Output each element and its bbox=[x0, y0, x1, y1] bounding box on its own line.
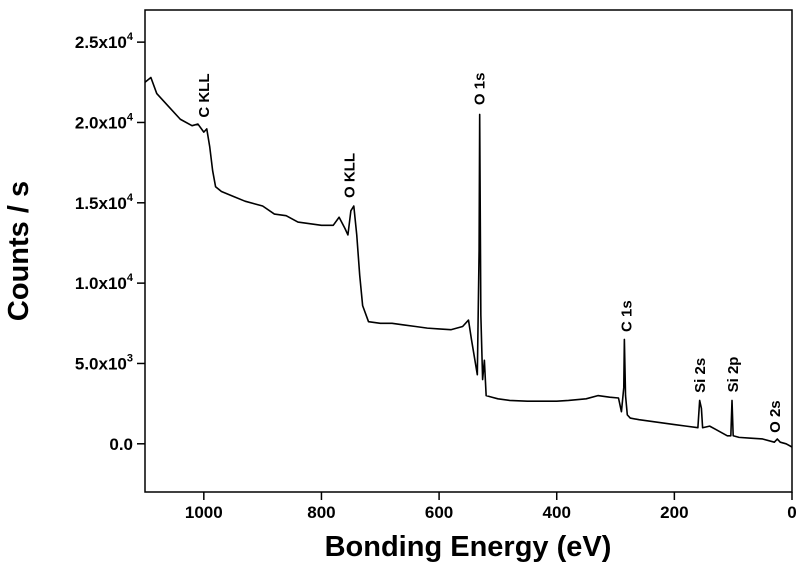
y-tick-mantissa: 1.0x10 bbox=[75, 274, 127, 293]
spectrum-line bbox=[144, 76, 793, 448]
y-tick-mantissa: 2.5x10 bbox=[75, 33, 127, 52]
plot-frame bbox=[144, 9, 793, 493]
peak-label: Si 2s bbox=[692, 358, 709, 393]
x-axis-title: Bonding Energy (eV) bbox=[325, 531, 612, 563]
y-tick-label: 5.0x103 bbox=[75, 352, 133, 373]
peak-label: C KLL bbox=[196, 73, 213, 117]
y-tick-mantissa: 5.0x10 bbox=[75, 354, 127, 373]
y-tick-mantissa: 2.0x10 bbox=[75, 113, 127, 132]
x-tick-label: 0 bbox=[787, 503, 796, 522]
peak-label: Si 2p bbox=[725, 357, 742, 393]
y-tick-exponent: 4 bbox=[127, 111, 134, 123]
y-axis-title: Counts / s bbox=[3, 181, 35, 321]
y-tick-exponent: 3 bbox=[127, 352, 133, 364]
y-tick-label: 0.0 bbox=[109, 435, 133, 454]
x-tick-label: 1000 bbox=[185, 503, 223, 522]
x-tick-label: 200 bbox=[660, 503, 688, 522]
y-tick-mantissa: 1.5x10 bbox=[75, 194, 127, 213]
x-tick-label: 800 bbox=[307, 503, 335, 522]
y-tick-exponent: 4 bbox=[127, 272, 134, 284]
y-tick-label: 1.5x104 bbox=[75, 192, 134, 213]
peak-label: O 1s bbox=[472, 73, 489, 106]
y-tick-exponent: 4 bbox=[127, 192, 134, 204]
y-tick-mantissa: 0.0 bbox=[109, 435, 133, 454]
y-tick-exponent: 4 bbox=[127, 31, 134, 43]
y-tick-label: 2.5x104 bbox=[75, 31, 134, 52]
x-tick-label: 400 bbox=[543, 503, 571, 522]
x-tick-label: 600 bbox=[425, 503, 453, 522]
y-tick-label: 1.0x104 bbox=[75, 272, 134, 293]
peak-label: O 2s bbox=[767, 400, 784, 433]
y-tick-label: 2.0x104 bbox=[75, 111, 134, 132]
peak-label: O KLL bbox=[342, 153, 359, 198]
peak-label: C 1s bbox=[619, 300, 636, 332]
